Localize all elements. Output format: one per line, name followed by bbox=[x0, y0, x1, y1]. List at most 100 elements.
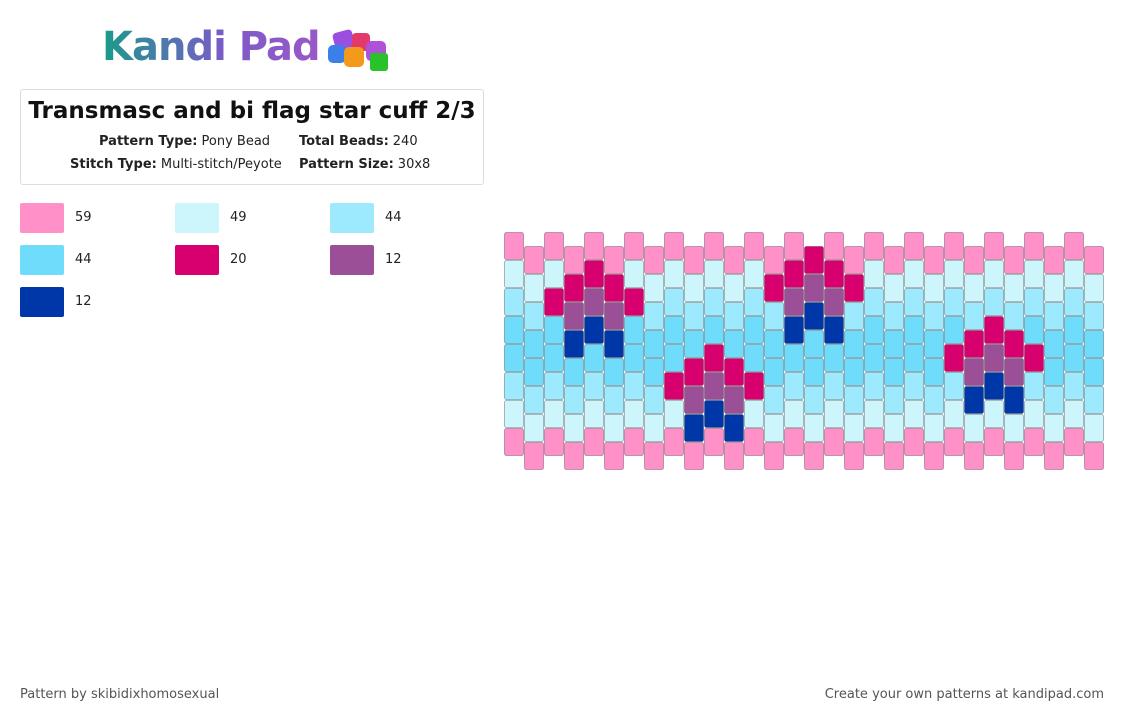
bead bbox=[564, 302, 584, 330]
bead bbox=[844, 358, 864, 386]
bead bbox=[544, 232, 564, 260]
bead bbox=[704, 232, 724, 260]
bead bbox=[1004, 386, 1024, 414]
bead bbox=[1004, 330, 1024, 358]
bead bbox=[744, 316, 764, 344]
bead bbox=[524, 414, 544, 442]
bead bbox=[624, 232, 644, 260]
bead bbox=[824, 316, 844, 344]
bead bbox=[864, 372, 884, 400]
detail: Pattern Type: Pony Bead bbox=[99, 134, 270, 149]
bead bbox=[604, 274, 624, 302]
logo[interactable]: Kandi Pad bbox=[102, 24, 321, 70]
bead bbox=[1004, 358, 1024, 386]
bead bbox=[1084, 302, 1104, 330]
bead bbox=[904, 400, 924, 428]
detail-label: Pattern Size: bbox=[299, 157, 394, 172]
bead bbox=[1024, 232, 1044, 260]
bead bbox=[644, 330, 664, 358]
bead bbox=[744, 372, 764, 400]
bead bbox=[544, 428, 564, 456]
bead bbox=[1084, 246, 1104, 274]
bead bbox=[1004, 414, 1024, 442]
bead-count: 44 bbox=[75, 252, 92, 267]
bead bbox=[644, 246, 664, 274]
detail: Stitch Type: Multi-stitch/Peyote bbox=[70, 157, 282, 172]
bead bbox=[704, 288, 724, 316]
bead bbox=[1024, 372, 1044, 400]
bead bbox=[744, 232, 764, 260]
bead bbox=[944, 372, 964, 400]
bead bbox=[764, 386, 784, 414]
bead bbox=[584, 288, 604, 316]
bead bbox=[804, 274, 824, 302]
bead bbox=[1064, 288, 1084, 316]
bead bbox=[704, 344, 724, 372]
bead bbox=[984, 232, 1004, 260]
bead bbox=[644, 358, 664, 386]
bead bbox=[584, 316, 604, 344]
bead bbox=[1064, 428, 1084, 456]
bead bbox=[844, 302, 864, 330]
bead bbox=[1084, 386, 1104, 414]
bead bbox=[764, 330, 784, 358]
bead bbox=[984, 372, 1004, 400]
bead bbox=[1064, 372, 1084, 400]
bead bbox=[1084, 414, 1104, 442]
bead bbox=[664, 400, 684, 428]
bead bbox=[904, 428, 924, 456]
bead bbox=[704, 316, 724, 344]
bead bbox=[584, 428, 604, 456]
bead bbox=[604, 358, 624, 386]
bead bbox=[564, 414, 584, 442]
bead bbox=[1044, 330, 1064, 358]
bead bbox=[784, 260, 804, 288]
bead bbox=[744, 260, 764, 288]
bead bbox=[844, 386, 864, 414]
bead bbox=[704, 428, 724, 456]
bead bbox=[624, 260, 644, 288]
bead bbox=[624, 316, 644, 344]
bead bbox=[664, 232, 684, 260]
bead bbox=[1084, 358, 1104, 386]
detail: Pattern Size: 30x8 bbox=[299, 157, 430, 172]
bead bbox=[804, 386, 824, 414]
swatch bbox=[330, 245, 374, 275]
detail-value: 240 bbox=[392, 134, 418, 149]
bead bbox=[664, 316, 684, 344]
bead bbox=[744, 288, 764, 316]
bead bbox=[744, 428, 764, 456]
bead bbox=[1064, 260, 1084, 288]
bead bbox=[524, 386, 544, 414]
bead bbox=[524, 302, 544, 330]
bead bbox=[764, 442, 784, 470]
bead bbox=[764, 246, 784, 274]
bead bbox=[1044, 274, 1064, 302]
bead bbox=[864, 288, 884, 316]
credit[interactable]: Create your own patterns at kandipad.com bbox=[824, 687, 1104, 702]
bead bbox=[544, 400, 564, 428]
bead bbox=[984, 428, 1004, 456]
bead bbox=[564, 274, 584, 302]
bead bbox=[664, 260, 684, 288]
bead bbox=[584, 232, 604, 260]
bead bbox=[504, 316, 524, 344]
bead bbox=[684, 442, 704, 470]
bead bbox=[844, 330, 864, 358]
bead bbox=[1044, 246, 1064, 274]
bead-count: 12 bbox=[75, 294, 92, 309]
bead bbox=[884, 246, 904, 274]
bead bbox=[764, 302, 784, 330]
bead bbox=[944, 316, 964, 344]
bead bbox=[604, 414, 624, 442]
bead bbox=[804, 358, 824, 386]
bead bbox=[784, 288, 804, 316]
bead bbox=[1044, 358, 1064, 386]
bead bbox=[664, 344, 684, 372]
bead bbox=[964, 330, 984, 358]
bead bbox=[564, 386, 584, 414]
bead bbox=[904, 344, 924, 372]
bead bbox=[904, 260, 924, 288]
bead bbox=[844, 274, 864, 302]
